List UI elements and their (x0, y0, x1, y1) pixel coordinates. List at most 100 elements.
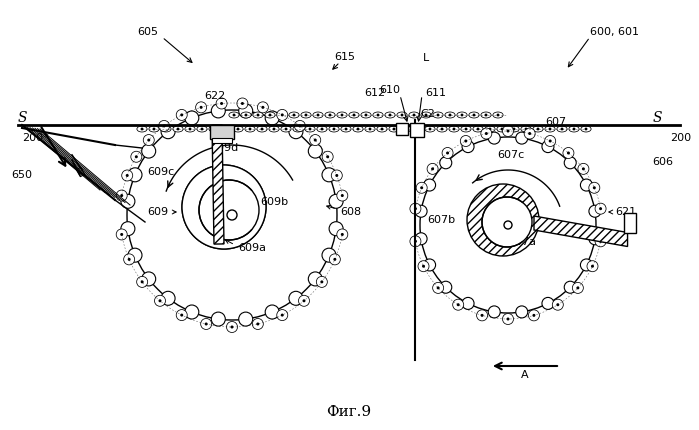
Text: 607: 607 (545, 117, 567, 127)
Ellipse shape (481, 112, 491, 118)
Text: 609d: 609d (210, 143, 238, 153)
Circle shape (238, 312, 253, 326)
Circle shape (333, 128, 336, 130)
Ellipse shape (545, 126, 555, 132)
Circle shape (595, 203, 606, 214)
Circle shape (289, 125, 303, 139)
Circle shape (578, 163, 589, 175)
Circle shape (431, 167, 434, 170)
Circle shape (440, 128, 443, 130)
Circle shape (340, 114, 343, 117)
Circle shape (542, 141, 554, 153)
Bar (410, 123, 424, 137)
Circle shape (200, 106, 203, 109)
Circle shape (126, 174, 129, 177)
Circle shape (496, 114, 500, 117)
Circle shape (294, 120, 305, 132)
Ellipse shape (425, 126, 435, 132)
Ellipse shape (569, 126, 579, 132)
Circle shape (293, 114, 296, 117)
Circle shape (461, 135, 471, 147)
Circle shape (277, 109, 288, 120)
Circle shape (489, 128, 491, 130)
Bar (210, 125, 234, 139)
Ellipse shape (161, 126, 171, 132)
Circle shape (224, 128, 227, 130)
Circle shape (440, 157, 452, 169)
Ellipse shape (289, 112, 299, 118)
Ellipse shape (293, 126, 303, 132)
Circle shape (456, 303, 460, 306)
Ellipse shape (173, 126, 183, 132)
Circle shape (485, 132, 488, 135)
Ellipse shape (317, 126, 327, 132)
Text: Фиг.9: Фиг.9 (326, 405, 372, 419)
Circle shape (424, 259, 435, 271)
Circle shape (481, 128, 492, 139)
Circle shape (261, 106, 264, 109)
Ellipse shape (509, 126, 519, 132)
Circle shape (322, 151, 333, 162)
Text: 609c: 609c (147, 167, 175, 177)
Circle shape (185, 111, 199, 125)
Circle shape (599, 207, 602, 210)
Circle shape (377, 114, 380, 117)
Circle shape (310, 135, 321, 146)
Circle shape (236, 128, 240, 130)
Circle shape (128, 168, 142, 182)
Circle shape (180, 114, 183, 117)
Circle shape (199, 180, 259, 240)
Circle shape (331, 170, 343, 181)
Circle shape (142, 144, 156, 158)
Ellipse shape (377, 126, 387, 132)
Circle shape (182, 165, 266, 249)
Circle shape (241, 102, 244, 105)
Circle shape (120, 194, 123, 197)
Circle shape (308, 144, 322, 158)
Ellipse shape (433, 112, 443, 118)
Ellipse shape (557, 126, 567, 132)
Bar (76, 167, 85, 177)
Circle shape (220, 102, 223, 105)
Circle shape (257, 114, 259, 117)
Circle shape (433, 283, 444, 293)
Circle shape (549, 128, 552, 130)
Ellipse shape (149, 126, 159, 132)
Circle shape (121, 222, 135, 236)
Ellipse shape (389, 126, 399, 132)
Circle shape (308, 128, 312, 130)
Ellipse shape (361, 112, 371, 118)
Circle shape (205, 322, 208, 326)
Circle shape (201, 128, 203, 130)
Circle shape (321, 128, 324, 130)
Circle shape (273, 128, 275, 130)
Circle shape (284, 128, 287, 130)
Circle shape (227, 210, 237, 220)
Ellipse shape (497, 126, 507, 132)
Circle shape (322, 248, 336, 262)
Circle shape (128, 248, 142, 262)
Circle shape (159, 299, 161, 302)
Ellipse shape (233, 126, 243, 132)
Polygon shape (534, 216, 628, 246)
Circle shape (401, 114, 403, 117)
Circle shape (545, 135, 556, 147)
Circle shape (182, 165, 266, 249)
Circle shape (427, 163, 438, 175)
Circle shape (528, 310, 540, 321)
Ellipse shape (365, 126, 375, 132)
Circle shape (249, 128, 252, 130)
Circle shape (564, 281, 576, 293)
Text: 615: 615 (335, 52, 356, 62)
Circle shape (122, 170, 133, 181)
Text: S: S (652, 111, 662, 125)
Circle shape (326, 155, 329, 158)
Circle shape (333, 258, 336, 261)
Circle shape (488, 306, 500, 318)
Circle shape (280, 114, 283, 117)
Circle shape (211, 104, 225, 118)
Text: 608: 608 (340, 207, 361, 217)
Ellipse shape (521, 126, 531, 132)
Ellipse shape (241, 112, 251, 118)
Circle shape (265, 305, 279, 319)
